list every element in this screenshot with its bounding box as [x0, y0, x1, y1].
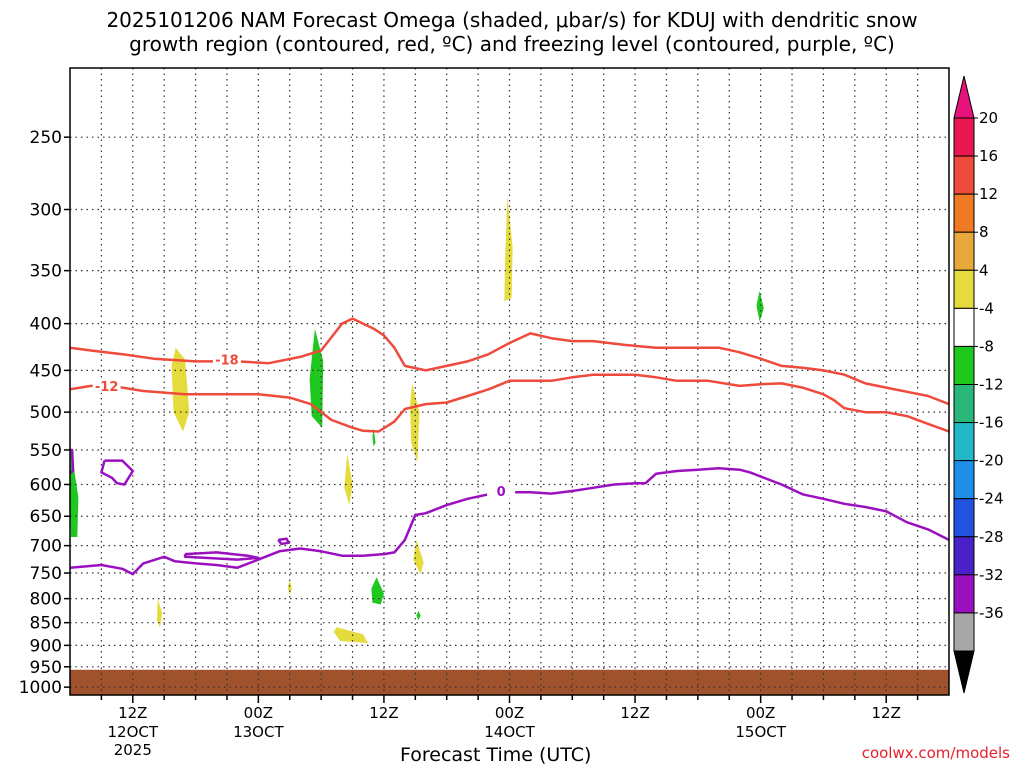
- colorbar-swatch-9: [953, 460, 975, 500]
- y-tick-label-400: 400: [30, 315, 62, 335]
- y-tick-label-600: 600: [30, 475, 62, 495]
- omega-area-11: [333, 627, 369, 644]
- colorbar-label-1: 16: [979, 147, 998, 165]
- colorbar-swatch-3: [953, 231, 975, 271]
- colorbar-swatch-5: [953, 307, 975, 347]
- colorbar-swatch-13: [953, 612, 975, 652]
- y-tick-label-250: 250: [30, 128, 62, 148]
- colorbar-swatch-7: [953, 384, 975, 424]
- y-tick-label-700: 700: [30, 537, 62, 557]
- colorbar-label-0: 20: [979, 109, 998, 127]
- x-tick-label-3: 00Z: [495, 704, 524, 722]
- x-tick-date-5: 15OCT: [735, 723, 786, 741]
- x-tick-label-5: 00Z: [746, 704, 775, 722]
- colorbar-label-8: -16: [979, 414, 1004, 432]
- omega-area-8: [413, 539, 424, 575]
- y-tick-label-800: 800: [30, 590, 62, 610]
- omega-area-13: [416, 610, 421, 621]
- colorbar-label-3: 8: [979, 223, 989, 241]
- colorbar-swatch-11: [953, 536, 975, 576]
- x-tick-label-1: 00Z: [244, 704, 273, 722]
- y-tick-label-950: 950: [30, 658, 62, 678]
- x-tick-label-2: 12Z: [369, 704, 398, 722]
- x-tick-date-1: 13OCT: [233, 723, 284, 741]
- contour-label-2: 0: [497, 485, 506, 500]
- colorbar-swatch-1: [953, 155, 975, 195]
- colorbar-swatch-4: [953, 269, 975, 309]
- x-tick-label-6: 12Z: [872, 704, 901, 722]
- colorbar-label-2: 12: [979, 185, 998, 203]
- chart-title-line-2: growth region (contoured, red, ºC) and f…: [129, 32, 895, 56]
- contour-line-0: [70, 317, 949, 406]
- y-tick-label-1000: 1000: [19, 678, 62, 698]
- omega-area-9: [371, 577, 384, 605]
- contour-label-1: -12: [95, 380, 119, 395]
- y-tick-label-500: 500: [30, 403, 62, 423]
- contour-line-5: [277, 537, 290, 546]
- contour-label-bg-0: [212, 351, 241, 367]
- y-tick-label-650: 650: [30, 507, 62, 527]
- omega-area-2: [504, 196, 513, 302]
- credit-link[interactable]: coolwx.com/models: [861, 744, 1010, 762]
- omega-area-7: [344, 453, 353, 506]
- colorbar-label-10: -24: [979, 490, 1004, 508]
- colorbar-label-9: -20: [979, 452, 1004, 470]
- contour-layer: -18 -12 0: [70, 317, 949, 576]
- chart-title-line-1: 2025101206 NAM Forecast Omega (shaded, μ…: [106, 8, 918, 32]
- colorbar-swatch-2: [953, 193, 975, 233]
- colorbar-swatch-6: [953, 345, 975, 385]
- contour-line-1: [70, 373, 949, 433]
- colorbar-swatch-12: [953, 574, 975, 614]
- omega-shading-layer: [70, 196, 764, 644]
- colorbar: 20 16 12 8 4 -4 -8 -12 -16 -20 -24 -28 -32 -36: [953, 75, 1004, 694]
- contour-line-4: [183, 551, 260, 561]
- contour-line-3: [100, 459, 135, 486]
- y-tick-label-350: 350: [30, 262, 62, 282]
- colorbar-label-4: 4: [979, 261, 989, 279]
- y-tick-label-850: 850: [30, 614, 62, 634]
- colorbar-swatch-8: [953, 422, 975, 462]
- x-axis-title: Forecast Time (UTC): [400, 744, 592, 766]
- colorbar-label-6: -8: [979, 337, 994, 355]
- contour-label-0: -18: [215, 354, 239, 369]
- omega-area-12: [287, 579, 292, 595]
- colorbar-label-11: -28: [979, 528, 1004, 546]
- x-tick-date-3: 14OCT: [484, 723, 535, 741]
- y-tick-label-450: 450: [30, 361, 62, 381]
- omega-area-0: [171, 347, 190, 432]
- x-tick-date-0: 12OCT: [108, 723, 159, 741]
- omega-area-3: [410, 383, 420, 463]
- colorbar-over-arrow: [953, 75, 975, 119]
- colorbar-swatch-0: [953, 117, 975, 157]
- omega-area-5: [756, 290, 764, 322]
- colorbar-label-12: -32: [979, 566, 1004, 584]
- x-tick-label-0: 12Z: [118, 704, 147, 722]
- colorbar-label-7: -12: [979, 376, 1004, 394]
- omega-area-10: [156, 598, 163, 628]
- colorbar-under-arrow: [953, 650, 975, 694]
- y-tick-label-750: 750: [30, 564, 62, 584]
- y-tick-label-550: 550: [30, 441, 62, 461]
- colorbar-swatch-10: [953, 498, 975, 538]
- contour-label-bg-1: [92, 377, 121, 393]
- colorbar-label-5: -4: [979, 299, 994, 317]
- axes-layer: 2503003504004505005506006507007508008509…: [19, 128, 919, 759]
- x-tick-label-4: 12Z: [620, 704, 649, 722]
- colorbar-label-13: -36: [979, 604, 1004, 622]
- y-tick-label-300: 300: [30, 201, 62, 221]
- y-tick-label-900: 900: [30, 636, 62, 656]
- x-tick-year-0: 2025: [114, 741, 152, 759]
- chart-title: 2025101206 NAM Forecast Omega (shaded, μ…: [0, 8, 1024, 56]
- contour-label-bg-2: [487, 483, 516, 499]
